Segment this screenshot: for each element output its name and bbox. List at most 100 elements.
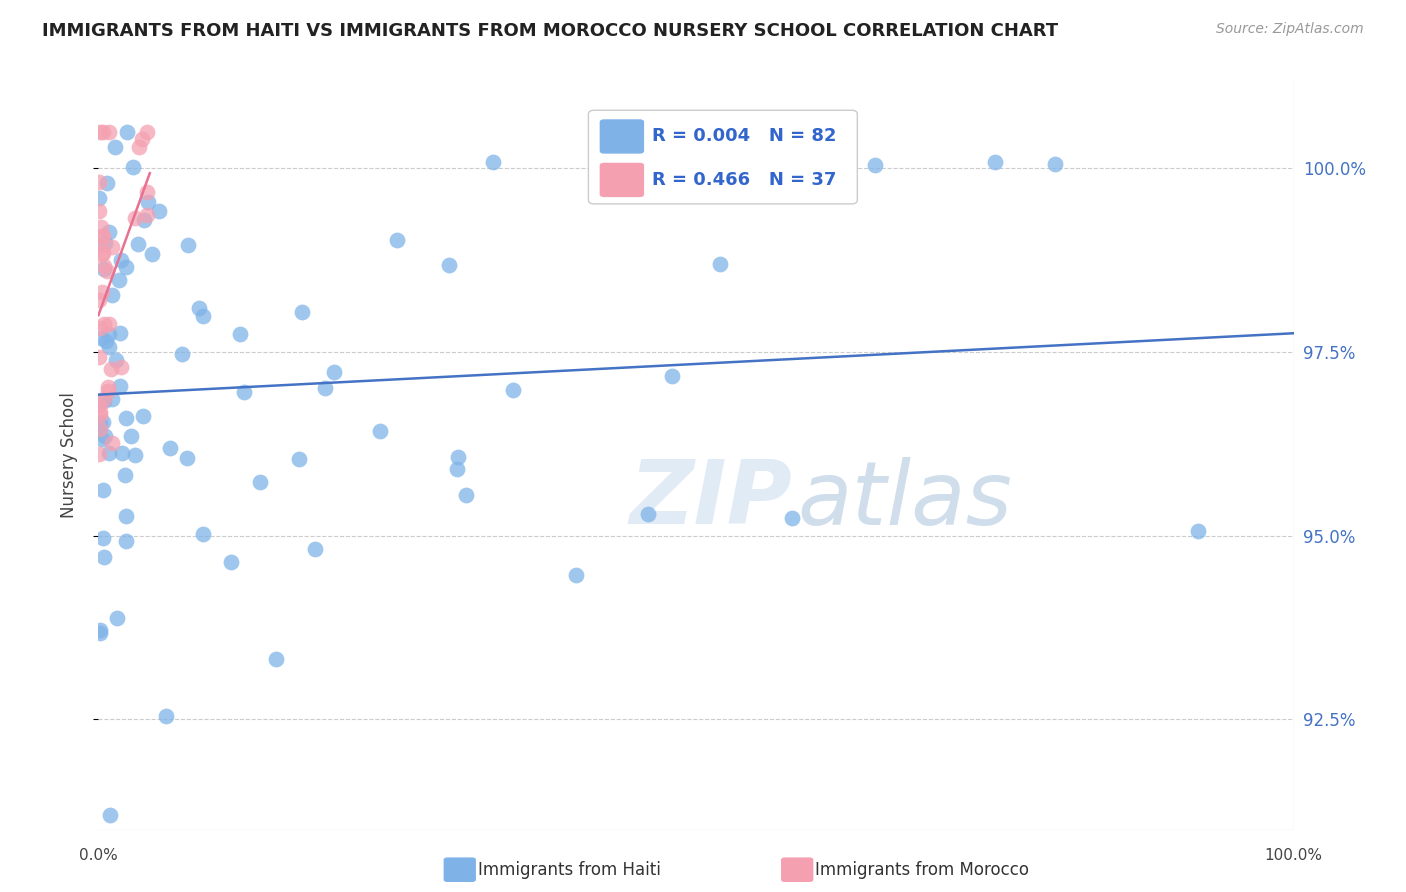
Text: Immigrants from Haiti: Immigrants from Haiti — [478, 861, 661, 879]
Text: R = 0.004   N = 82: R = 0.004 N = 82 — [652, 128, 837, 145]
Point — [91, 432, 114, 446]
Point — [101, 392, 124, 406]
Point — [155, 708, 177, 723]
Point — [191, 309, 214, 323]
Point — [100, 239, 122, 253]
Point — [87, 191, 110, 205]
Point — [98, 125, 121, 139]
Point — [97, 327, 120, 342]
Point — [89, 204, 111, 219]
FancyBboxPatch shape — [589, 111, 858, 204]
Point — [97, 384, 120, 398]
Point — [136, 208, 159, 222]
Point — [104, 353, 127, 368]
Point — [89, 125, 111, 139]
Point — [502, 383, 524, 397]
Point — [98, 225, 121, 239]
Point — [96, 264, 118, 278]
Point — [105, 611, 128, 625]
Point — [323, 365, 346, 379]
Point — [249, 475, 271, 489]
Point — [136, 194, 159, 209]
Point — [110, 253, 132, 268]
Point — [110, 326, 132, 340]
Point — [637, 507, 659, 521]
Point — [90, 247, 112, 261]
Point — [93, 228, 115, 243]
Point — [91, 285, 114, 299]
Point — [93, 415, 115, 429]
Point — [93, 260, 115, 274]
Point — [101, 287, 124, 301]
FancyBboxPatch shape — [600, 163, 644, 196]
Point — [661, 369, 683, 384]
Point — [94, 334, 117, 348]
Point — [97, 446, 120, 460]
Point — [93, 549, 115, 564]
Point — [89, 422, 111, 436]
Point — [159, 442, 181, 456]
FancyBboxPatch shape — [600, 120, 644, 153]
Text: 0.0%: 0.0% — [79, 848, 118, 863]
Point — [91, 531, 114, 545]
Point — [128, 140, 150, 154]
Point — [89, 408, 111, 422]
Point — [127, 237, 149, 252]
Point — [90, 219, 112, 234]
Point — [1043, 157, 1066, 171]
Point — [111, 446, 134, 460]
Point — [135, 125, 157, 139]
Point — [124, 448, 146, 462]
Point — [108, 378, 131, 392]
Point — [172, 347, 194, 361]
Point — [482, 155, 505, 169]
Point — [110, 360, 132, 375]
Point — [100, 362, 122, 376]
Point — [87, 399, 110, 413]
Point — [780, 511, 803, 525]
Point — [89, 624, 111, 638]
Point — [368, 424, 391, 438]
Point — [93, 261, 115, 276]
Point — [454, 488, 477, 502]
Point — [91, 246, 114, 260]
Point — [89, 423, 111, 437]
Text: atlas: atlas — [797, 457, 1012, 543]
Point — [114, 468, 136, 483]
Point — [291, 304, 314, 318]
Point — [98, 808, 121, 822]
Text: ZIP: ZIP — [628, 457, 792, 543]
Point — [437, 258, 460, 272]
Point — [120, 429, 142, 443]
Point — [221, 555, 243, 569]
Point — [94, 235, 117, 250]
Point — [124, 211, 146, 225]
Point — [191, 527, 214, 541]
Point — [91, 125, 114, 139]
Point — [101, 435, 124, 450]
Point — [176, 450, 198, 465]
Point — [136, 185, 159, 199]
Point — [132, 409, 155, 423]
Point — [87, 176, 110, 190]
Point — [1187, 524, 1209, 538]
Point — [89, 405, 111, 419]
Point — [104, 140, 127, 154]
Point — [865, 158, 887, 172]
Point — [565, 567, 588, 582]
Y-axis label: Nursery School: Nursery School — [59, 392, 77, 518]
Point — [108, 273, 131, 287]
Point — [446, 450, 468, 464]
Point — [115, 125, 138, 139]
Point — [97, 379, 120, 393]
Point — [93, 317, 115, 331]
Point — [134, 213, 156, 227]
Point — [90, 331, 112, 345]
Point — [93, 394, 115, 409]
Point — [121, 160, 143, 174]
Point — [188, 301, 211, 315]
Text: 100.0%: 100.0% — [1264, 848, 1323, 863]
Point — [89, 293, 111, 307]
Point — [98, 340, 121, 354]
Point — [93, 483, 115, 497]
